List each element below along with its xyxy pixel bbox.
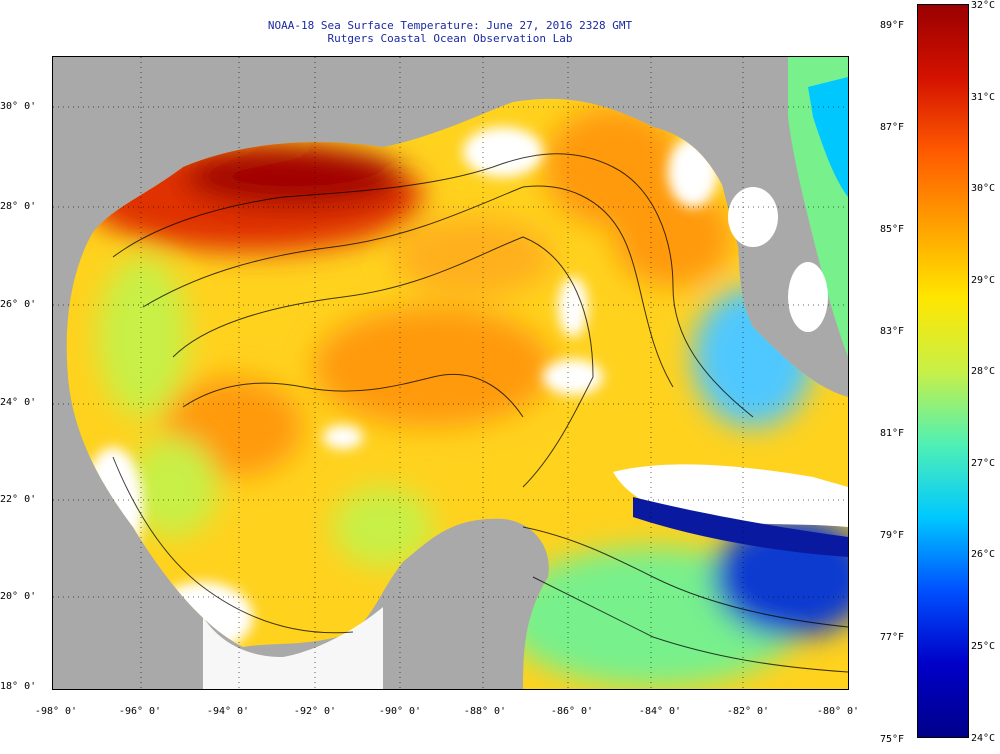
colorbar-f-label: 79°F: [880, 530, 905, 541]
chart-title: NOAA-18 Sea Surface Temperature: June 27…: [267, 19, 633, 32]
colorbar-c-label: 32°C: [971, 0, 996, 11]
yucatan: [353, 518, 549, 689]
chart-subtitle: Rutgers Coastal Ocean Observation Lab: [327, 32, 573, 45]
lon-label-88: -88° 0': [463, 706, 507, 717]
lat-label-30: 30° 0': [0, 101, 37, 112]
colorbar-f-label: 89°F: [880, 20, 905, 31]
lon-label-90: -90° 0': [378, 706, 422, 717]
colorbar-f-label: 77°F: [880, 632, 905, 643]
colorbar-c-label: 31°C: [971, 92, 996, 103]
lon-label-80: -80° 0': [816, 706, 860, 717]
lon-label-94: -94° 0': [206, 706, 250, 717]
sst-map: [52, 56, 849, 690]
lat-label-28: 28° 0': [0, 201, 37, 212]
lon-label-84: -84° 0': [638, 706, 682, 717]
lat-label-22: 22° 0': [0, 494, 37, 505]
lat-label-24: 24° 0': [0, 397, 37, 408]
lon-label-86: -86° 0': [550, 706, 594, 717]
temperature-colorbar: [917, 4, 969, 738]
lon-label-96: -96° 0': [118, 706, 162, 717]
colorbar-c-label: 30°C: [971, 183, 996, 194]
lat-label-20: 20° 0': [0, 591, 37, 602]
colorbar-f-label: 83°F: [880, 326, 905, 337]
colorbar-c-label: 25°C: [971, 641, 996, 652]
colorbar-f-label: 85°F: [880, 224, 905, 235]
colorbar-c-label: 29°C: [971, 275, 996, 286]
colorbar-f-label: 81°F: [880, 428, 905, 439]
lat-label-26: 26° 0': [0, 299, 37, 310]
colorbar-f-label: 87°F: [880, 122, 905, 133]
colorbar-f-label: 75°F: [880, 734, 905, 745]
lon-label-92: -92° 0': [293, 706, 337, 717]
lat-label-18: 18° 0': [0, 681, 37, 692]
colorbar-c-label: 27°C: [971, 458, 996, 469]
lon-label-82: -82° 0': [726, 706, 770, 717]
colorbar-c-label: 24°C: [971, 733, 996, 744]
colorbar-c-label: 26°C: [971, 549, 996, 560]
lon-label-98: -98° 0': [34, 706, 78, 717]
colorbar-c-label: 28°C: [971, 366, 996, 377]
